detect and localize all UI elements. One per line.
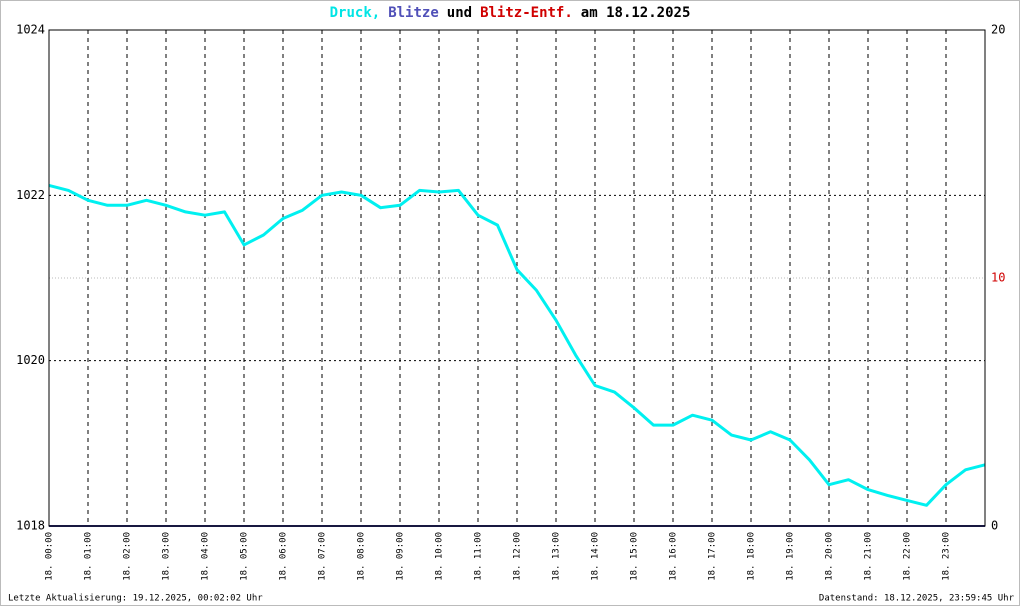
- x-tick-label: 18. 03:00: [162, 532, 172, 581]
- x-tick-label: 18. 12:00: [513, 532, 523, 581]
- series-line: [48, 183, 986, 507]
- x-tick-label: 18. 08:00: [357, 532, 367, 581]
- plot-border: [48, 29, 986, 527]
- x-tick-label: 18. 02:00: [123, 532, 133, 581]
- x-tick-label: 18. 06:00: [279, 532, 289, 581]
- x-tick-label: 18. 15:00: [630, 532, 640, 581]
- x-tick-label: 18. 10:00: [435, 532, 445, 581]
- x-tick-label: 18. 16:00: [669, 532, 679, 581]
- chart-title: Druck, Blitze und Blitz-Entf. am 18.12.2025: [330, 5, 691, 21]
- x-tick-label: 18. 09:00: [396, 532, 406, 581]
- y-tick-label: 1024: [16, 23, 45, 37]
- title-part: am 18.12.2025: [581, 5, 691, 21]
- x-tick-label: 18. 04:00: [201, 532, 211, 581]
- title-part: Blitz-Entf.: [480, 5, 573, 21]
- x-tick-label: 18. 19:00: [786, 532, 796, 581]
- footer-right: Datenstand: 18.12.2025, 23:59:45 Uhr: [819, 594, 1015, 604]
- y2-tick-label: 10: [991, 271, 1005, 285]
- x-tick-label: 18. 21:00: [864, 532, 874, 581]
- y-tick-label: 1022: [16, 188, 45, 202]
- x-tick-label: 18. 17:00: [708, 532, 718, 581]
- x-tick-label: 18. 20:00: [825, 532, 835, 581]
- x-tick-label: 18. 23:00: [942, 532, 952, 581]
- x-tick-label: 18. 07:00: [318, 532, 328, 581]
- y-tick-label: 1020: [16, 353, 45, 367]
- title-part: und: [447, 5, 472, 21]
- y-tick-label: 1018: [16, 519, 45, 533]
- x-tick-label: 18. 11:00: [474, 532, 484, 581]
- x-tick-label: 18. 05:00: [240, 532, 250, 581]
- x-tick-label: 18. 18:00: [747, 532, 757, 581]
- title-part: Blitze: [388, 5, 439, 21]
- footer-left: Letzte Aktualisierung: 19.12.2025, 00:02…: [8, 594, 263, 604]
- y2-tick-label: 0: [991, 519, 998, 533]
- title-part: Druck,: [330, 5, 381, 21]
- x-tick-label: 18. 01:00: [84, 532, 94, 581]
- y2-tick-label: 20: [991, 23, 1005, 37]
- x-tick-label: 18. 13:00: [552, 532, 562, 581]
- x-tick-label: 18. 14:00: [591, 532, 601, 581]
- x-tick-label: 18. 22:00: [903, 532, 913, 581]
- x-tick-label: 18. 00:00: [45, 532, 55, 581]
